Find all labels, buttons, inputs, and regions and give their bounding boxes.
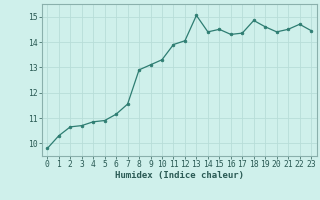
X-axis label: Humidex (Indice chaleur): Humidex (Indice chaleur): [115, 171, 244, 180]
